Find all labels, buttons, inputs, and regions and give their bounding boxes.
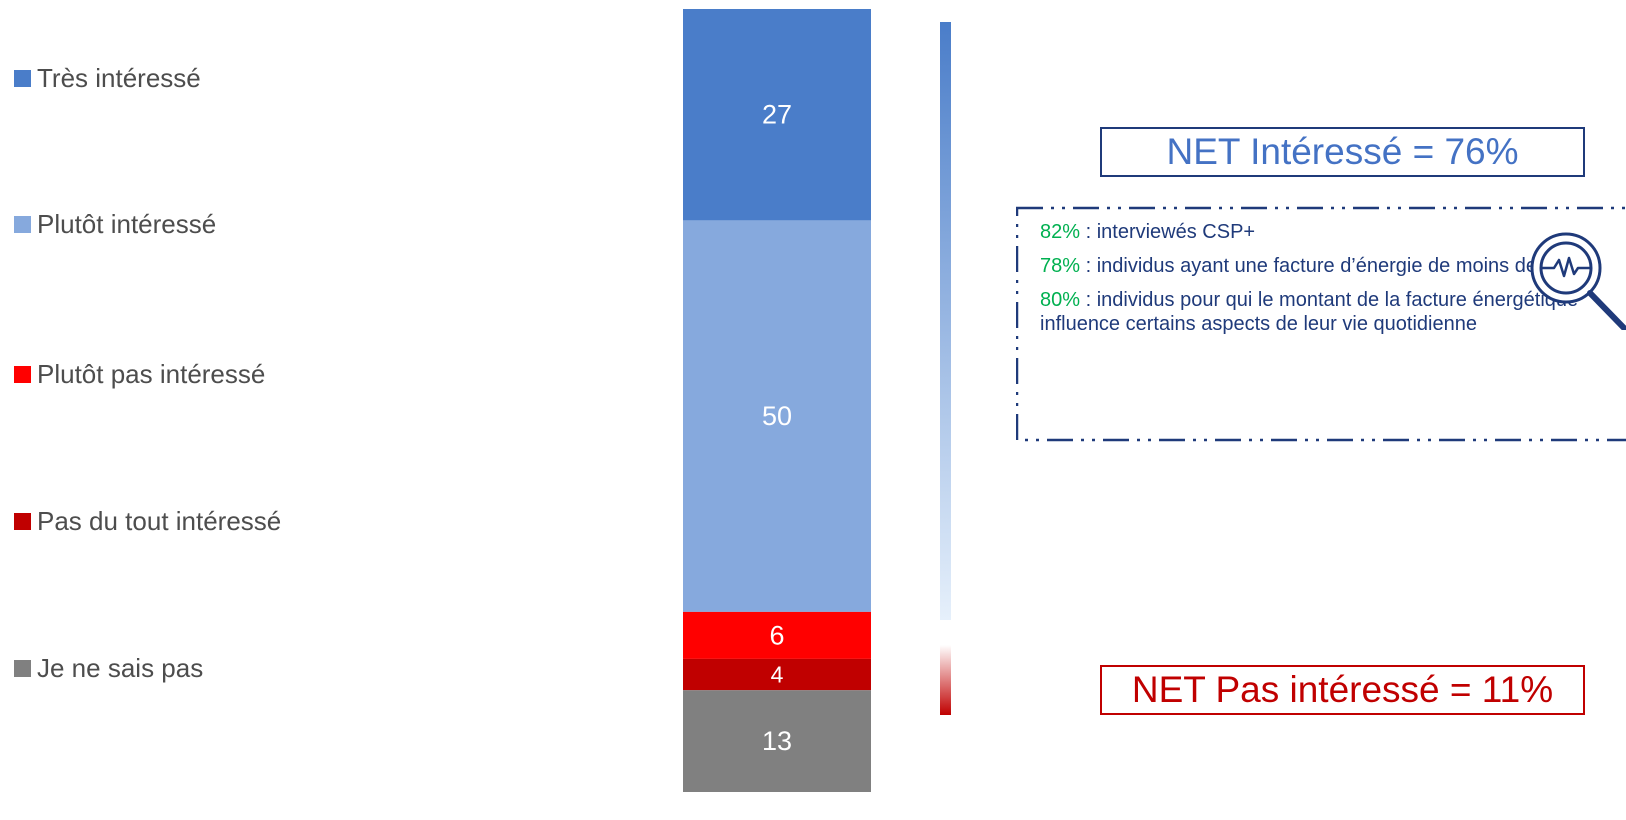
insight-list: 82% : interviewés CSP+ 78% : individus a… [1040,220,1600,346]
legend-item: Pas du tout intéressé [14,506,281,537]
insight-row: 80% : individus pour qui le montant de l… [1040,288,1600,336]
bar-segment [683,611,871,659]
legend-item: Je ne sais pas [14,653,203,684]
legend-item: Très intéressé [14,63,201,94]
net-positive-bracket [940,22,951,620]
bar-segment [683,658,871,691]
legend-label: Pas du tout intéressé [37,506,282,536]
net-negative-bracket [940,645,951,715]
insight-frame [1016,206,1626,442]
legend-label: Très intéressé [37,63,201,93]
bar-value-label: 27 [762,100,792,130]
legend-label: Je ne sais pas [37,653,204,683]
insight-text: : individus pour qui le montant de la fa… [1040,289,1579,335]
legend-swatch [14,513,31,530]
legend-swatch [14,366,31,383]
insight-percentage: 82% [1040,221,1081,243]
insight-row: 78% : individus ayant une facture d’éner… [1040,254,1600,278]
legend-label: Plutôt pas intéressé [37,359,266,389]
legend-item: Plutôt intéressé [14,209,216,240]
insight-row: 82% : interviewés CSP+ [1040,220,1600,244]
insight-text: : interviewés CSP+ [1080,221,1256,243]
bar-segment [683,690,871,792]
bar-value-label: 13 [762,726,792,756]
legend-swatch [14,70,31,87]
insight-text: : individus ayant une facture d’énergie … [1080,255,1588,277]
bar-value-label: 4 [771,662,784,688]
legend-swatch [14,660,31,677]
bar-segment [683,9,871,221]
legend-label: Plutôt intéressé [37,209,217,239]
magnifier-heartbeat-icon [1530,232,1626,330]
legend-swatch [14,216,31,233]
net-interested-box: NET Intéressé = 76% [1100,127,1585,177]
bar-value-label: 6 [769,620,784,650]
insight-percentage: 80% [1040,289,1081,311]
bar-value-label: 50 [762,401,792,431]
bar-segment [683,220,871,612]
net-not-interested-box: NET Pas intéressé = 11% [1100,665,1585,715]
legend-item: Plutôt pas intéressé [14,359,265,390]
bar-group: 27 50 6 4 13 [683,9,871,792]
insight-percentage: 78% [1040,255,1081,277]
